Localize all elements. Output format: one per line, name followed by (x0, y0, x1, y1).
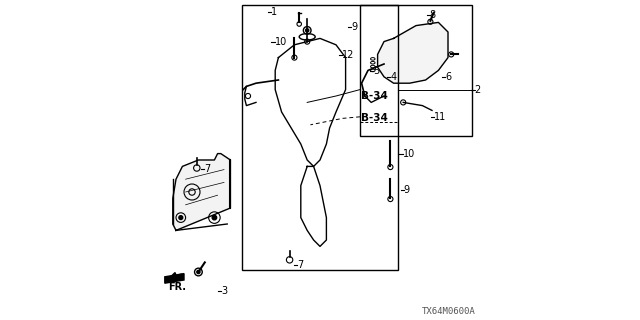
Text: 8: 8 (430, 10, 436, 20)
Circle shape (212, 215, 216, 220)
Text: 7: 7 (297, 260, 303, 270)
Circle shape (197, 270, 200, 274)
Bar (360, 5, 472, 136)
Text: TX64M0600A: TX64M0600A (422, 307, 475, 316)
Text: B-34: B-34 (361, 113, 388, 124)
Text: FR.: FR. (168, 282, 187, 292)
Text: 2: 2 (474, 84, 481, 95)
Circle shape (306, 29, 309, 32)
Bar (242, 5, 398, 270)
Text: 10: 10 (403, 149, 415, 159)
Text: 9: 9 (404, 185, 410, 196)
Text: 11: 11 (435, 112, 447, 122)
Text: 1: 1 (271, 7, 278, 17)
Text: 4: 4 (390, 72, 397, 83)
Text: 5: 5 (373, 66, 380, 76)
Text: B-34: B-34 (361, 91, 388, 101)
Text: 9: 9 (351, 22, 358, 32)
Text: 12: 12 (342, 50, 354, 60)
Text: 6: 6 (445, 72, 452, 83)
Polygon shape (173, 154, 230, 230)
Polygon shape (165, 274, 184, 283)
Circle shape (179, 216, 183, 220)
Text: 3: 3 (221, 286, 228, 296)
Polygon shape (378, 22, 448, 83)
Text: 7: 7 (204, 164, 211, 174)
Text: 10: 10 (275, 37, 287, 47)
